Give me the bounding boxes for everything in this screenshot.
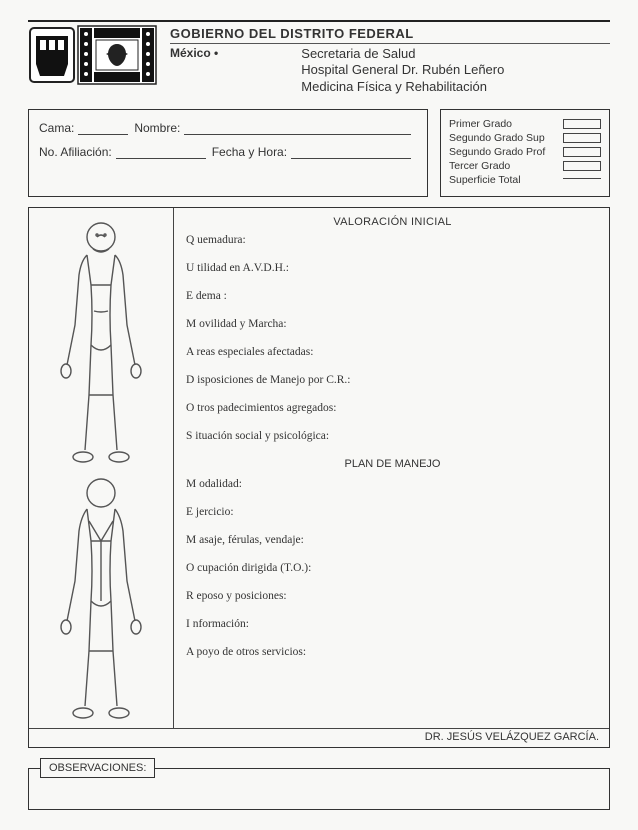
grade3-box[interactable] [563,147,601,157]
cama-field[interactable] [78,121,128,135]
nombre-label: Nombre: [134,121,180,135]
plan-ma: M asaje, férulas, vendaje: [186,534,599,546]
grade3-label: Segundo Grado Prof [449,146,545,158]
plan-o: O cupación dirigida (T.O.): [186,562,599,574]
info-row: Cama: Nombre: No. Afiliación: Fecha y Ho… [28,109,610,197]
plan-a: A poyo de otros servicios: [186,646,599,658]
val-a: A reas especiales afectadas: [186,346,599,358]
cama-label: Cama: [39,121,74,135]
body-front-icon [41,215,161,465]
grade4-label: Tercer Grado [449,160,510,172]
nombre-field[interactable] [184,121,411,135]
grades-box: Primer Grado Segundo Grado Sup Segundo G… [440,109,610,197]
grade2-label: Segundo Grado Sup [449,132,545,144]
val-u: U tilidad en A.V.D.H.: [186,262,599,274]
plan-i: I nformación: [186,618,599,630]
observaciones-section: OBSERVACIONES: [28,758,610,810]
main-box: VALORACIÓN INICIAL Q uemadura: U tilidad… [28,207,610,748]
body-back-icon [41,471,161,721]
fecha-field[interactable] [291,145,411,159]
observaciones-label: OBSERVACIONES: [40,758,155,778]
grade1-label: Primer Grado [449,118,512,130]
doctor-name: DR. JESÚS VELÁZQUEZ GARCÍA. [29,728,609,747]
grade2-box[interactable] [563,133,601,143]
fields-column: VALORACIÓN INICIAL Q uemadura: U tilidad… [174,208,609,728]
plan-m: M odalidad: [186,478,599,490]
mexico-label: México • [170,46,218,60]
grade4-box[interactable] [563,161,601,171]
plan-r: R eposo y posiciones: [186,590,599,602]
patient-box: Cama: Nombre: No. Afiliación: Fecha y Ho… [28,109,428,197]
top-rule [28,20,610,22]
header-line1: Secretaria de Salud [301,46,504,62]
header-line2: Hospital General Dr. Rubén Leñero [301,62,504,78]
valoracion-title: VALORACIÓN INICIAL [186,216,599,228]
val-e: E dema : [186,290,599,302]
header: GOBIERNO DEL DISTRITO FEDERAL México • S… [28,24,610,95]
body-diagram-column [29,208,174,728]
val-q: Q uemadura: [186,234,599,246]
val-o: O tros padecimientos agregados: [186,402,599,414]
plan-e: E jercicio: [186,506,599,518]
plan-title: PLAN DE MANEJO [186,458,599,470]
header-line3: Medicina Física y Rehabilitación [301,79,504,95]
val-s: S ituación social y psicológica: [186,430,599,442]
grade5-label: Superficie Total [449,174,521,186]
val-d: D isposiciones de Manejo por C.R.: [186,374,599,386]
afiliacion-label: No. Afiliación: [39,145,112,159]
fecha-label: Fecha y Hora: [212,145,287,159]
afiliacion-field[interactable] [116,145,206,159]
header-text: GOBIERNO DEL DISTRITO FEDERAL México • S… [170,24,610,95]
gov-title: GOBIERNO DEL DISTRITO FEDERAL [170,26,610,44]
grade5-line[interactable] [563,178,601,179]
val-m: M ovilidad y Marcha: [186,318,599,330]
govt-logo [28,24,158,86]
grade1-box[interactable] [563,119,601,129]
